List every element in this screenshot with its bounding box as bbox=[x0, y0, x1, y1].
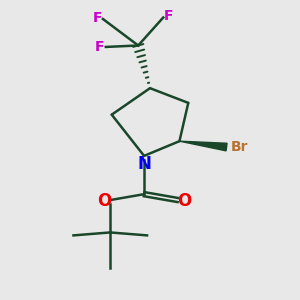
Text: O: O bbox=[97, 192, 111, 210]
Text: F: F bbox=[93, 11, 102, 25]
Text: F: F bbox=[164, 9, 173, 23]
Text: F: F bbox=[94, 40, 104, 54]
Polygon shape bbox=[179, 141, 227, 151]
Text: Br: Br bbox=[231, 140, 248, 154]
Text: N: N bbox=[137, 155, 151, 173]
Text: O: O bbox=[177, 192, 192, 210]
